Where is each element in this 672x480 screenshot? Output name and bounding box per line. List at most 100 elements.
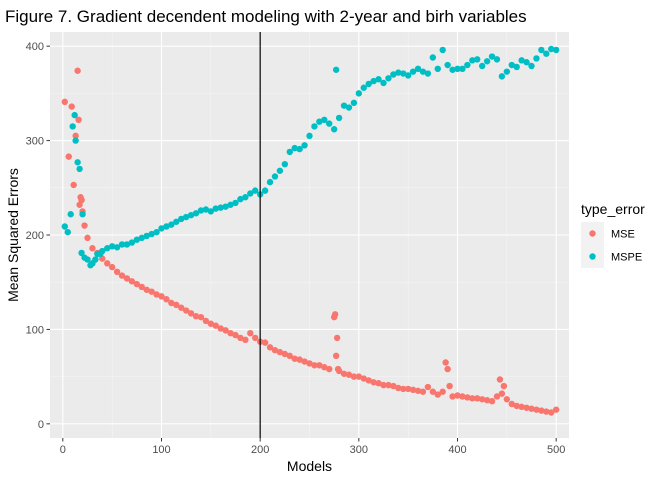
mse-point — [400, 385, 407, 393]
mspe-point — [158, 225, 165, 232]
mspe-point — [533, 55, 540, 62]
mse-point — [212, 322, 219, 329]
mspe-point — [311, 123, 318, 130]
mspe-point — [78, 249, 85, 257]
mse-point — [271, 346, 279, 354]
mse-point — [335, 367, 343, 375]
mspe-point — [108, 243, 116, 250]
mspe-point — [197, 207, 205, 214]
mspe-point — [296, 145, 303, 153]
mse-point — [104, 260, 111, 267]
mspe-point — [459, 65, 466, 73]
mse-point — [74, 67, 81, 74]
x-tick-label: 500 — [547, 444, 565, 456]
mspe-point — [64, 228, 71, 236]
mse-point — [365, 377, 372, 384]
y-tick-label: 100 — [26, 324, 44, 336]
mspe-point — [301, 142, 308, 149]
mse-point — [434, 391, 441, 398]
mse-point — [474, 395, 481, 402]
mspe-point — [74, 159, 81, 166]
mse-point — [286, 352, 293, 360]
y-tick-label: 400 — [26, 41, 44, 53]
mspe-point — [332, 66, 340, 73]
mspe-point — [192, 210, 200, 217]
mspe-point — [370, 77, 377, 85]
mse-point — [478, 396, 486, 403]
mspe-point — [365, 80, 372, 88]
mse-point — [158, 293, 165, 300]
mspe-point — [375, 76, 382, 83]
mse-point — [301, 358, 308, 365]
mspe-point — [207, 208, 215, 215]
mspe-point — [118, 241, 126, 248]
mspe-point — [202, 206, 210, 213]
mse-point — [232, 331, 239, 339]
mspe-point — [182, 213, 190, 221]
mse-point — [503, 396, 511, 403]
mspe-point — [266, 178, 274, 186]
mse-point — [163, 296, 170, 303]
mspe-point — [528, 62, 535, 70]
mspe-point — [222, 203, 229, 210]
mspe-point — [439, 46, 446, 54]
mspe-point — [133, 236, 141, 243]
mspe-point — [523, 59, 530, 66]
mse-point — [439, 388, 446, 395]
mse-point — [168, 299, 175, 307]
mspe-point — [483, 58, 491, 65]
mse-point — [261, 339, 269, 346]
mse-point — [113, 268, 121, 276]
mse-point — [345, 371, 353, 378]
mspe-point — [340, 102, 348, 109]
mse-point — [496, 376, 504, 383]
mspe-point — [237, 195, 244, 203]
mspe-point — [247, 190, 254, 197]
mse-point — [442, 359, 449, 366]
mse-point — [340, 370, 348, 377]
mspe-point — [187, 211, 195, 219]
mse-point — [508, 400, 515, 408]
mse-point — [296, 356, 303, 363]
mse-point — [444, 365, 451, 373]
mspe-point — [321, 116, 328, 124]
mse-point — [483, 397, 491, 404]
mse-point — [355, 373, 363, 380]
mse-point — [68, 103, 75, 110]
mspe-point — [469, 57, 476, 64]
mspe-point — [286, 148, 293, 156]
mse-point — [332, 352, 340, 360]
mspe-point — [163, 223, 170, 230]
mse-point — [192, 313, 200, 320]
mspe-point — [335, 114, 343, 122]
legend-marker-mse — [589, 230, 596, 237]
mse-point — [138, 283, 145, 291]
mspe-point — [538, 46, 545, 54]
mspe-point — [513, 63, 520, 71]
mspe-point — [385, 75, 392, 82]
mspe-point — [360, 84, 367, 91]
axes: 0 100 200 300 400 500 0 100 200 300 400 — [26, 41, 566, 456]
mspe-point — [429, 54, 437, 61]
mspe-point — [503, 68, 511, 75]
mse-point — [375, 380, 382, 387]
mspe-point — [474, 56, 481, 63]
mse-point — [552, 406, 560, 413]
mse-point — [493, 393, 501, 400]
mspe-point — [395, 69, 402, 76]
mse-point — [311, 362, 318, 369]
mse-point — [143, 286, 150, 293]
mspe-point — [123, 241, 131, 248]
mse-point — [187, 310, 195, 317]
mspe-point — [380, 79, 387, 87]
mse-point — [222, 327, 229, 334]
mspe-point — [543, 50, 550, 57]
x-tick-label: 100 — [152, 444, 170, 456]
mse-point — [414, 387, 422, 394]
mse-point — [385, 381, 392, 389]
mse-point — [331, 311, 339, 318]
mse-point — [247, 329, 254, 337]
mse-point — [528, 405, 535, 412]
mspe-point — [242, 194, 249, 201]
mse-point — [123, 275, 131, 282]
